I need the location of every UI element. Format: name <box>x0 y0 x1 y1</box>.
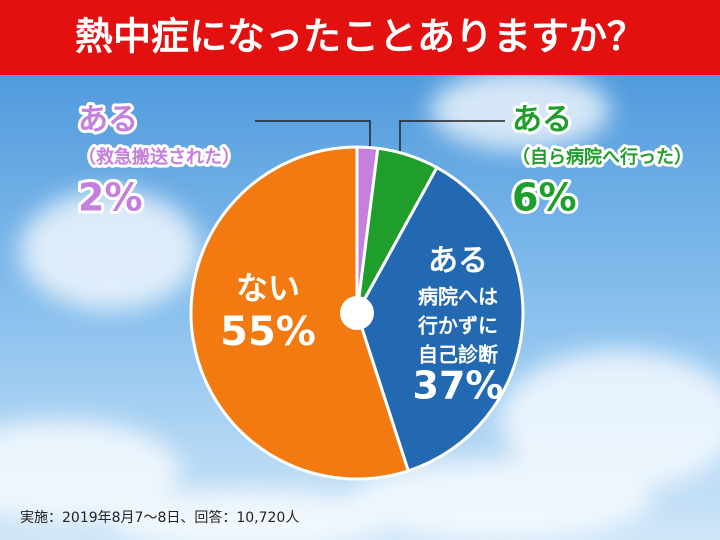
slice-detail: 病院へは <box>418 285 498 309</box>
leader-line <box>255 120 371 152</box>
pie-slice <box>355 165 525 473</box>
slice-label: ない <box>236 269 300 307</box>
value-label: 55% <box>220 309 316 355</box>
clouds <box>0 70 720 540</box>
pie <box>189 145 525 481</box>
value-label: 6% <box>512 176 577 220</box>
slice-detail: 自己診断 <box>418 343 498 367</box>
value-label: 37% <box>413 364 504 408</box>
slice-detail: （自ら病院へ行った） <box>512 146 692 168</box>
chart-title: 熱中症になったことありますか？ <box>75 15 645 59</box>
slice-label: ある <box>428 244 488 279</box>
pie-center <box>340 296 374 330</box>
value-label: 2% <box>78 176 143 220</box>
slice-label: ある <box>512 103 572 138</box>
title-band <box>0 0 720 75</box>
slice-label: ある <box>78 103 138 138</box>
slice-detail: 行かずに <box>417 314 498 338</box>
pie-slice <box>189 145 411 481</box>
slice-detail: （救急搬送された） <box>78 146 240 168</box>
footnote: 実施：2019年8月7～8日、回答：10,720人 <box>20 509 299 526</box>
